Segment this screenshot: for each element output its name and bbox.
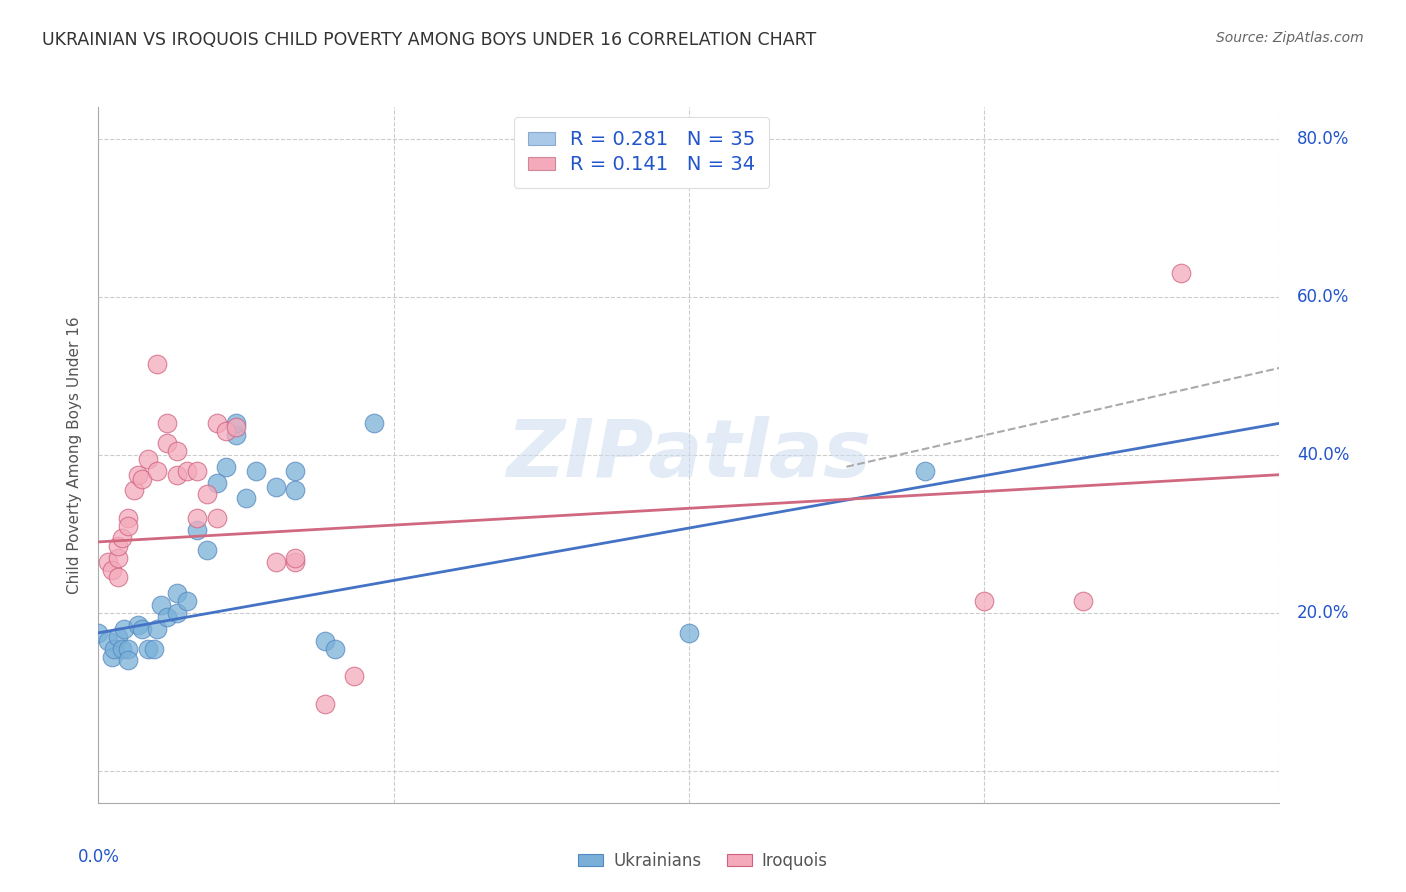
Point <box>914 464 936 478</box>
Point <box>314 633 336 648</box>
Y-axis label: Child Poverty Among Boys Under 16: Child Poverty Among Boys Under 16 <box>67 316 83 594</box>
Point <box>107 570 129 584</box>
Point <box>107 550 129 565</box>
Point <box>131 472 153 486</box>
Point <box>973 594 995 608</box>
Point <box>101 563 124 577</box>
Point <box>205 417 228 431</box>
Point <box>97 633 120 648</box>
Point <box>205 475 228 490</box>
Point <box>678 625 700 640</box>
Point <box>284 483 307 498</box>
Point <box>195 487 218 501</box>
Point <box>97 555 120 569</box>
Point <box>176 594 198 608</box>
Point <box>166 586 188 600</box>
Point <box>131 622 153 636</box>
Point <box>225 417 247 431</box>
Text: 60.0%: 60.0% <box>1298 288 1350 306</box>
Point <box>112 622 135 636</box>
Point <box>314 697 336 711</box>
Point <box>122 483 145 498</box>
Text: ZIPatlas: ZIPatlas <box>506 416 872 494</box>
Point <box>323 641 346 656</box>
Point <box>127 467 149 482</box>
Point <box>117 511 139 525</box>
Text: Source: ZipAtlas.com: Source: ZipAtlas.com <box>1216 31 1364 45</box>
Text: 20.0%: 20.0% <box>1298 604 1350 622</box>
Text: 40.0%: 40.0% <box>1298 446 1350 464</box>
Legend: R = 0.281   N = 35, R = 0.141   N = 34: R = 0.281 N = 35, R = 0.141 N = 34 <box>515 117 769 188</box>
Point <box>136 451 159 466</box>
Point <box>107 539 129 553</box>
Point <box>363 417 385 431</box>
Point <box>264 555 287 569</box>
Point <box>215 424 238 438</box>
Text: 80.0%: 80.0% <box>1298 129 1350 148</box>
Point <box>166 606 188 620</box>
Point <box>146 622 169 636</box>
Point <box>117 641 139 656</box>
Point <box>215 459 238 474</box>
Point <box>186 464 208 478</box>
Point <box>146 464 169 478</box>
Point <box>284 550 307 565</box>
Point <box>87 625 110 640</box>
Point <box>136 641 159 656</box>
Point <box>245 464 267 478</box>
Point <box>225 428 247 442</box>
Point <box>150 598 173 612</box>
Point <box>127 618 149 632</box>
Point <box>176 464 198 478</box>
Point <box>166 467 188 482</box>
Text: UKRAINIAN VS IROQUOIS CHILD POVERTY AMONG BOYS UNDER 16 CORRELATION CHART: UKRAINIAN VS IROQUOIS CHILD POVERTY AMON… <box>42 31 817 49</box>
Point <box>156 436 179 450</box>
Point <box>103 641 125 656</box>
Point <box>186 523 208 537</box>
Point <box>101 649 124 664</box>
Point <box>142 641 165 656</box>
Point <box>111 641 134 656</box>
Point <box>117 653 139 667</box>
Point <box>146 357 169 371</box>
Point <box>156 610 179 624</box>
Point <box>1071 594 1094 608</box>
Point <box>264 479 287 493</box>
Point <box>284 464 307 478</box>
Point <box>284 555 307 569</box>
Text: 0.0%: 0.0% <box>77 848 120 866</box>
Point <box>111 531 134 545</box>
Point <box>156 417 179 431</box>
Point <box>107 630 129 644</box>
Point <box>343 669 366 683</box>
Point <box>225 420 247 434</box>
Point <box>205 511 228 525</box>
Point <box>117 519 139 533</box>
Point <box>166 444 188 458</box>
Point <box>1170 266 1192 280</box>
Point <box>195 542 218 557</box>
Legend: Ukrainians, Iroquois: Ukrainians, Iroquois <box>572 846 834 877</box>
Point <box>186 511 208 525</box>
Point <box>235 491 257 506</box>
